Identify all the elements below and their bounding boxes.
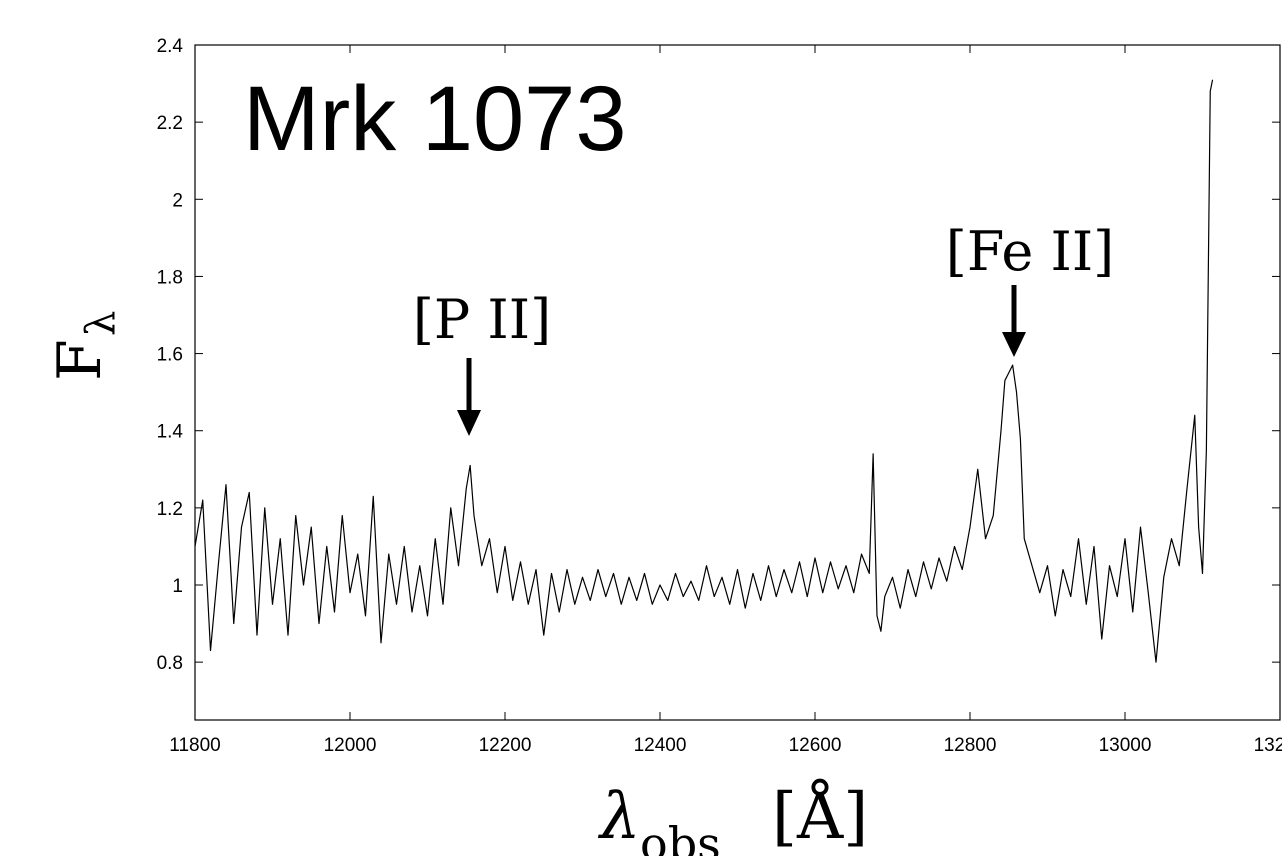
x-label-main: λ [597, 780, 641, 854]
spectrum-line [194, 79, 1214, 663]
annotation: [P II] [413, 288, 551, 351]
y-tick-label: 2.2 [157, 113, 183, 134]
y-tick-label: 1 [172, 576, 183, 597]
x-tick-label: 12400 [634, 735, 687, 756]
x-tick-label: 13000 [1099, 735, 1152, 756]
x-tick-label: 12200 [479, 735, 532, 756]
y-tick-label: 2.4 [157, 36, 184, 57]
y-tick-label: 0.8 [157, 653, 183, 674]
y-tick-label: 1.8 [157, 267, 183, 288]
x-tick-label: 12000 [324, 735, 377, 756]
y-label-sub: λ [78, 311, 124, 336]
x-label-sub: obs [640, 817, 721, 856]
x-tick-label: 13200 [1254, 735, 1282, 756]
x-tick-label: 12800 [944, 735, 997, 756]
annotation: [Fe II] [946, 220, 1114, 283]
annotation-arrowhead [457, 410, 481, 436]
chart-title: Mrk 1073 [243, 68, 627, 170]
x-label-unit: [Å] [772, 779, 868, 854]
y-tick-label: 1.4 [157, 422, 184, 443]
x-tick-label: 11800 [169, 735, 220, 756]
annotation-arrowhead [1002, 332, 1026, 357]
y-label-main: F [45, 339, 115, 381]
y-tick-label: 1.6 [157, 345, 183, 366]
plot-frame [194, 44, 1281, 721]
y-tick-label: 2 [172, 190, 183, 211]
x-tick-label: 12600 [789, 735, 842, 756]
y-tick-label: 1.2 [157, 499, 183, 520]
y-axis-label: F λ [45, 311, 124, 381]
